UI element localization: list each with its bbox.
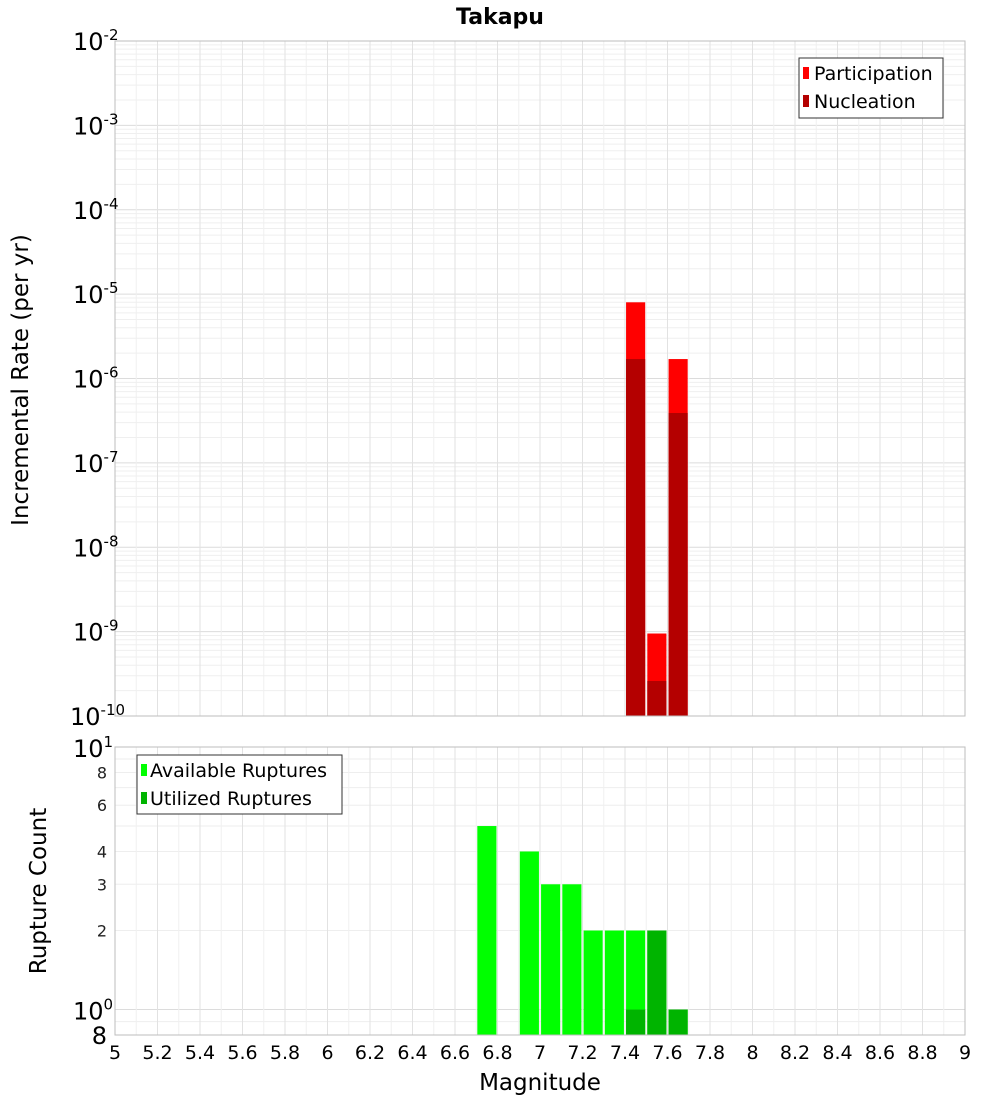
legend-label-utilized-ruptures: Utilized Ruptures xyxy=(150,788,312,810)
x-tick-label: 8 xyxy=(746,1042,758,1064)
available-ruptures-bar xyxy=(519,851,539,1035)
nucleation-bar xyxy=(647,680,667,716)
x-tick-label: 7 xyxy=(534,1042,546,1064)
bottom-y-tick-label: 6 xyxy=(97,796,107,815)
x-tick-label: 7.6 xyxy=(652,1042,682,1064)
available-ruptures-bar xyxy=(626,930,646,1035)
legend-label-available-ruptures: Available Ruptures xyxy=(150,760,327,782)
x-tick-label: 7.8 xyxy=(695,1042,725,1064)
legend-label-nucleation: Nucleation xyxy=(814,91,916,113)
bottom-y-tick-label: 101 xyxy=(73,733,113,763)
top-plot-border xyxy=(114,40,966,717)
legend-label-participation: Participation xyxy=(814,63,933,85)
bottom-y-tick-label: 8 xyxy=(92,1022,107,1050)
bottom-y-axis-title: Rupture Count xyxy=(26,808,52,974)
bottom-plot-border xyxy=(114,746,966,1036)
top-y-tick-label: 10-7 xyxy=(73,448,119,478)
bottom-y-tick-label: 3 xyxy=(97,875,107,894)
top-y-tick-label: 10-2 xyxy=(73,26,119,56)
top-y-tick-label: 10-4 xyxy=(73,195,119,225)
bottom-y-tick-label: 100 xyxy=(73,996,113,1026)
x-tick-label: 6.4 xyxy=(397,1042,427,1064)
x-tick-label: 5.8 xyxy=(270,1042,300,1064)
x-tick-label: 6.6 xyxy=(440,1042,470,1064)
available-ruptures-bar xyxy=(583,930,603,1035)
x-tick-label: 6.8 xyxy=(482,1042,512,1064)
top-y-tick-label: 10-8 xyxy=(73,532,119,562)
legend-swatch-utilized-ruptures xyxy=(141,792,147,804)
nucleation-bar xyxy=(668,413,688,716)
available-ruptures-bar xyxy=(477,826,497,1035)
utilized-ruptures-bar xyxy=(668,1009,688,1035)
bottom-y-tick-label: 2 xyxy=(97,922,107,941)
utilized-ruptures-bar xyxy=(647,930,667,1035)
x-tick-label: 9 xyxy=(959,1042,971,1064)
chart-title: Takapu xyxy=(456,5,544,30)
utilized-ruptures-bar xyxy=(626,1009,646,1035)
top-y-tick-label: 10-6 xyxy=(73,364,119,394)
top-y-tick-label: 10-10 xyxy=(70,701,125,731)
legend-swatch-participation xyxy=(803,67,809,79)
x-tick-label: 8.4 xyxy=(822,1042,852,1064)
x-axis-title: Magnitude xyxy=(479,1070,601,1096)
top-y-axis-title: Incremental Rate (per yr) xyxy=(8,234,34,526)
x-tick-label: 8.6 xyxy=(865,1042,895,1064)
top-y-tick-label: 10-9 xyxy=(73,617,119,647)
top-legend-box xyxy=(798,57,944,119)
bottom-y-tick-label: 4 xyxy=(97,842,107,861)
x-tick-label: 5.6 xyxy=(227,1042,257,1064)
x-tick-label: 6 xyxy=(321,1042,333,1064)
top-y-tick-label: 10-3 xyxy=(73,110,119,140)
legend-swatch-nucleation xyxy=(803,95,809,107)
x-tick-label: 5.2 xyxy=(142,1042,172,1064)
x-tick-label: 5.4 xyxy=(185,1042,215,1064)
x-tick-label: 5 xyxy=(109,1042,121,1064)
available-ruptures-bar xyxy=(562,884,582,1035)
available-ruptures-bar xyxy=(604,930,624,1035)
bottom-y-tick-label: 8 xyxy=(97,763,107,782)
legend-swatch-available-ruptures xyxy=(141,764,147,776)
x-tick-label: 8.2 xyxy=(780,1042,810,1064)
x-tick-label: 6.2 xyxy=(355,1042,385,1064)
top-y-tick-label: 10-5 xyxy=(73,279,119,309)
nucleation-bar xyxy=(626,359,646,716)
x-tick-label: 7.2 xyxy=(567,1042,597,1064)
bottom-legend-box xyxy=(136,754,343,815)
available-ruptures-bar xyxy=(541,884,561,1035)
x-tick-label: 8.8 xyxy=(907,1042,937,1064)
x-tick-label: 7.4 xyxy=(610,1042,640,1064)
